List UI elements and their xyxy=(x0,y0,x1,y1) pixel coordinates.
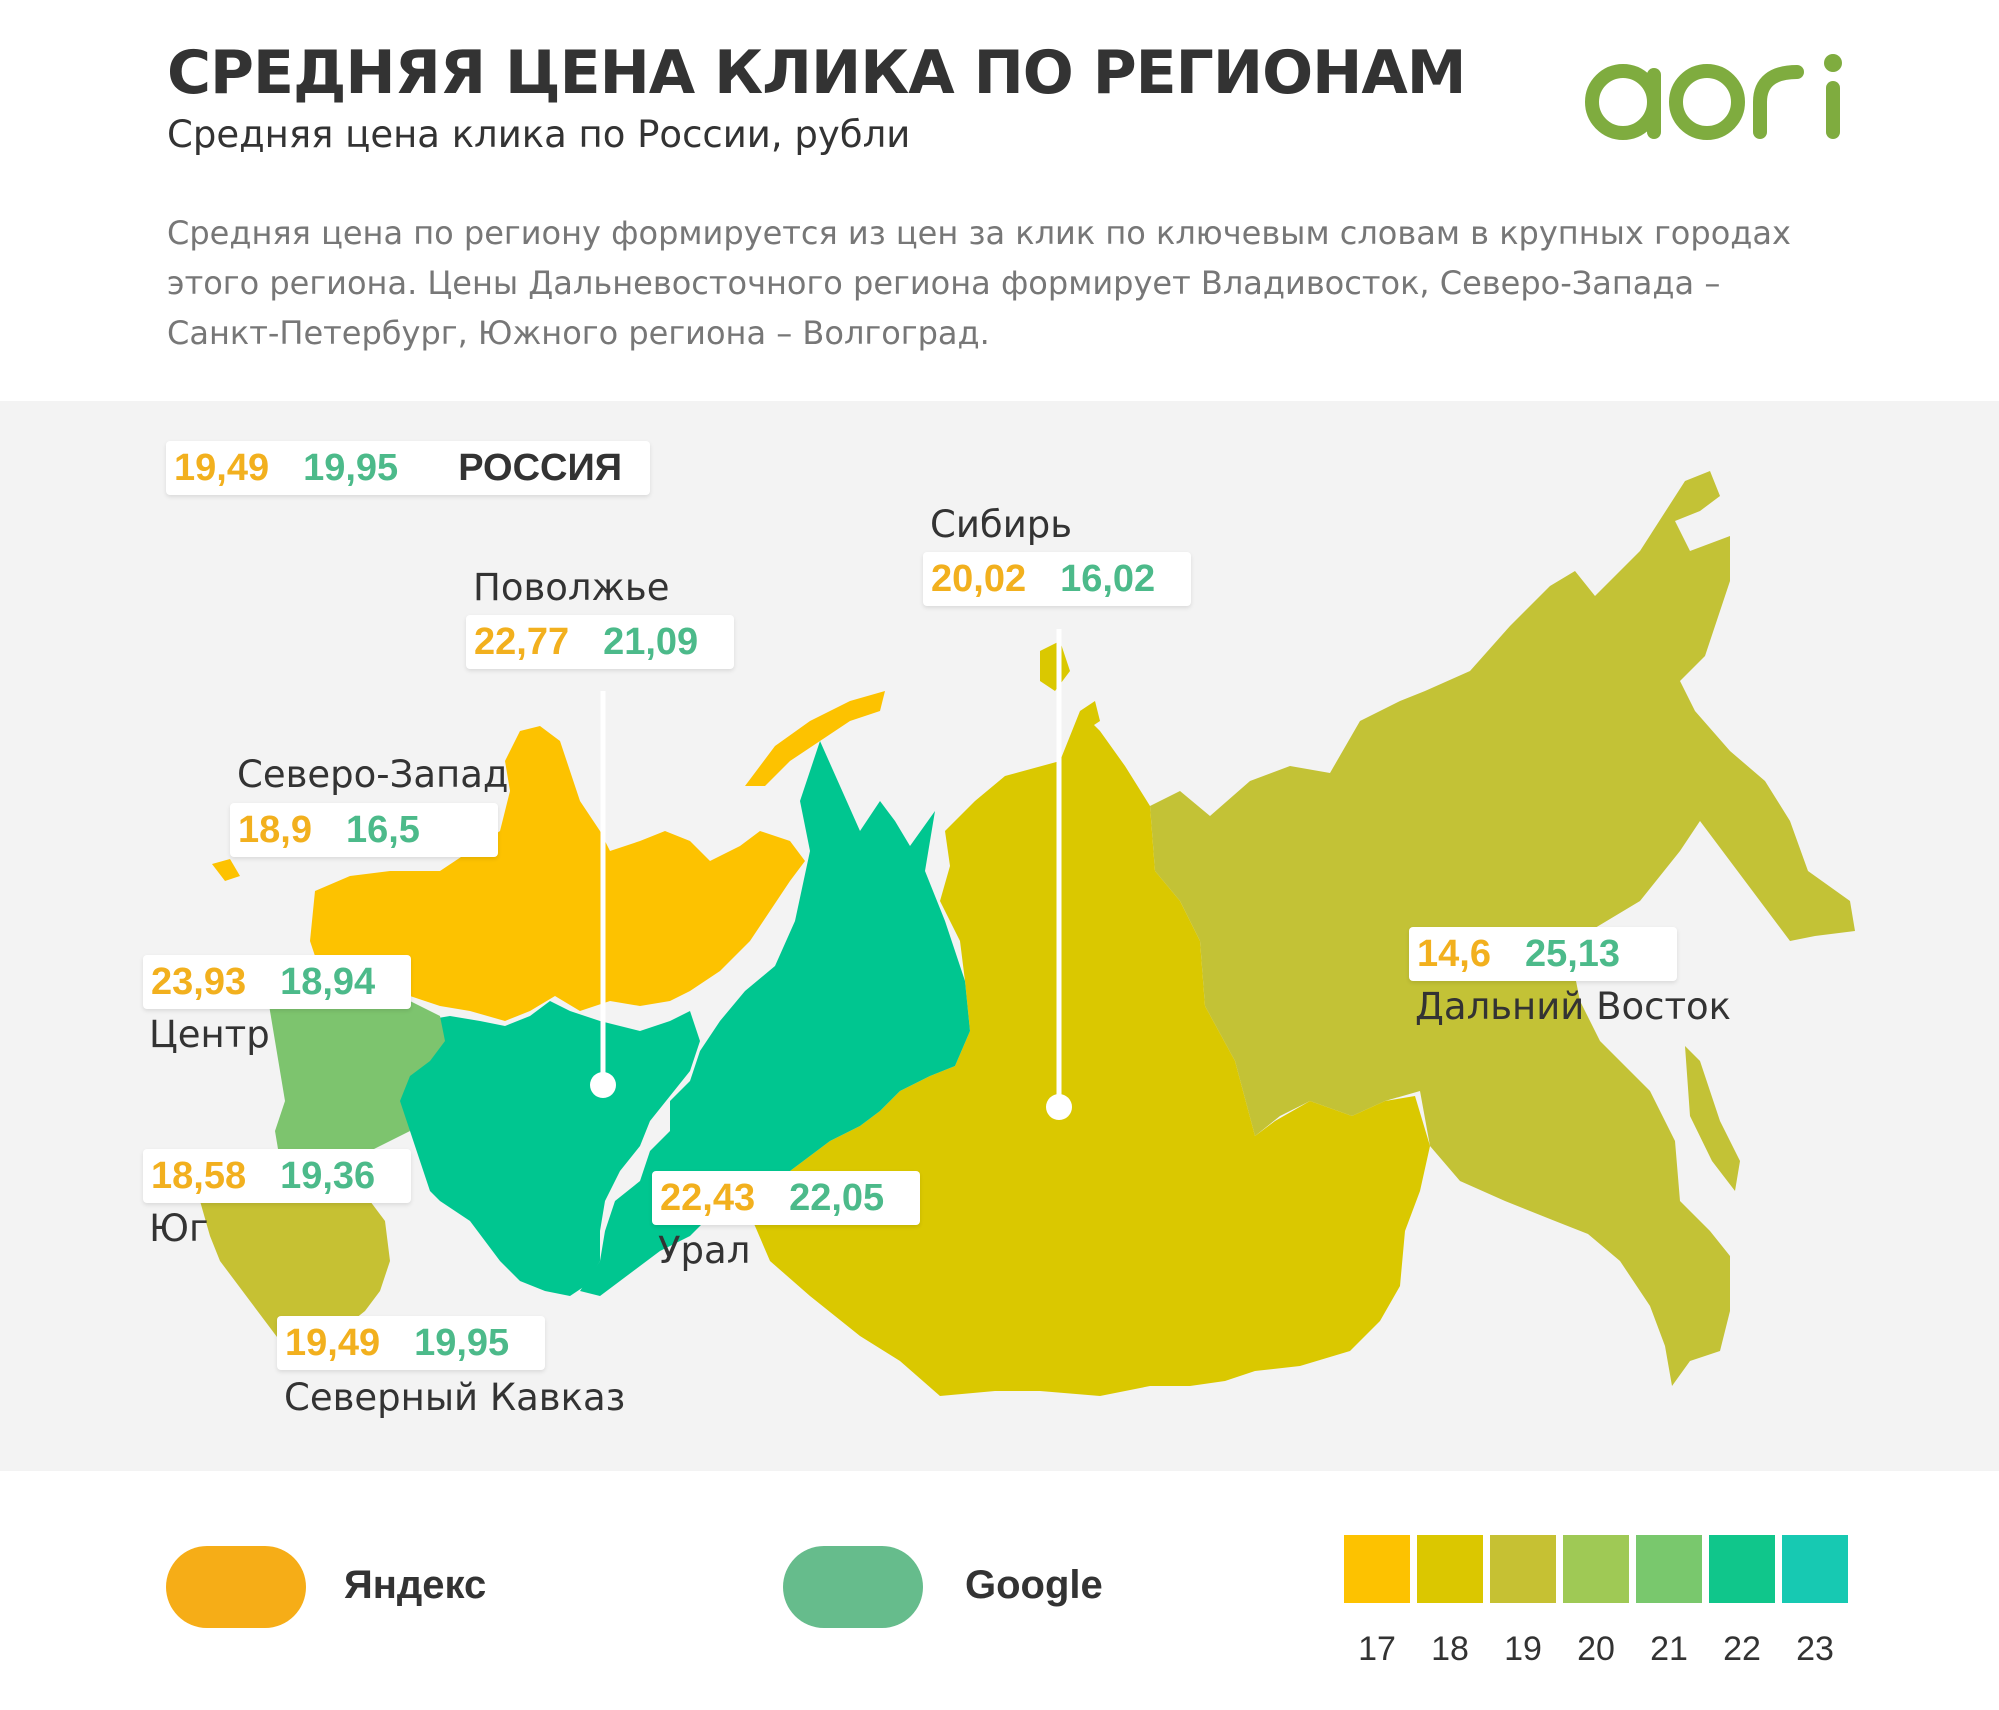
region-center-yandex: 23,93 xyxy=(151,960,247,1003)
region-volga-yandex: 22,77 xyxy=(474,620,570,663)
aori-logo xyxy=(1585,54,1842,140)
region-volga-google: 21,09 xyxy=(603,620,699,663)
scale-label: 20 xyxy=(1577,1630,1615,1668)
region-south-google: 19,36 xyxy=(280,1154,376,1197)
region-volga-label: Поволжье xyxy=(473,566,670,609)
island-shape xyxy=(1040,641,1070,691)
island-shape xyxy=(1555,706,1595,741)
region-fareast-card: 14,6 25,13 xyxy=(1409,927,1677,981)
region-south-shape xyxy=(200,1186,390,1356)
region-siberia-label: Сибирь xyxy=(930,503,1073,546)
scale-swatch xyxy=(1636,1535,1702,1603)
region-volga-shape xyxy=(395,1001,700,1296)
region-siberia-yandex: 20,02 xyxy=(931,557,1027,600)
island-shape xyxy=(1080,701,1100,731)
region-ural-label: Урал xyxy=(658,1229,751,1272)
description-line: Санкт-Петербург, Южного региона – Волгог… xyxy=(167,314,990,352)
region-ural-card: 22,43 22,05 xyxy=(652,1171,920,1225)
scale-swatch xyxy=(1782,1535,1848,1603)
region-south-yandex: 18,58 xyxy=(151,1154,247,1197)
russia-label: РОССИЯ xyxy=(458,446,623,489)
region-ural-yandex: 22,43 xyxy=(660,1176,756,1219)
page-title: СРЕДНЯЯ ЦЕНА КЛИКА ПО РЕГИОНАМ xyxy=(167,38,1466,108)
region-northwest-shape xyxy=(310,726,805,1021)
region-caucasus-google: 19,95 xyxy=(414,1321,510,1364)
region-novaya-zemlya-shape xyxy=(745,691,885,786)
scale-swatch xyxy=(1490,1535,1556,1603)
region-fareast-label: Дальний Восток xyxy=(1415,985,1731,1028)
scale-label: 18 xyxy=(1431,1630,1469,1668)
region-northwest-label: Северо-Запад xyxy=(237,753,509,796)
region-south-card: 18,58 19,36 xyxy=(143,1149,411,1203)
legend-yandex-swatch xyxy=(166,1546,306,1628)
region-volga-card: 22,77 21,09 xyxy=(466,615,734,669)
region-kaliningrad-shape xyxy=(212,859,240,881)
region-siberia-google: 16,02 xyxy=(1060,557,1156,600)
region-caucasus-label: Северный Кавказ xyxy=(284,1376,626,1419)
scale-label: 22 xyxy=(1723,1630,1761,1668)
region-ural-shape xyxy=(580,741,970,1296)
region-center-google: 18,94 xyxy=(280,960,376,1003)
region-center-label: Центр xyxy=(149,1013,270,1056)
description-line: Средняя цена по региону формируется из ц… xyxy=(167,214,1791,252)
volga-marker xyxy=(590,1072,616,1098)
scale-label: 23 xyxy=(1796,1630,1834,1668)
region-ural-google: 22,05 xyxy=(789,1176,885,1219)
description-line: этого региона. Цены Дальневосточного рег… xyxy=(167,264,1721,302)
region-fareast-yandex: 14,6 xyxy=(1417,932,1491,975)
legend-google-swatch xyxy=(783,1546,923,1628)
region-caucasus-card: 19,49 19,95 xyxy=(277,1316,545,1370)
siberia-marker xyxy=(1046,1094,1072,1120)
russia-google-value: 19,95 xyxy=(303,446,399,489)
scale-swatch xyxy=(1417,1535,1483,1603)
scale-swatch xyxy=(1709,1535,1775,1603)
scale-swatch xyxy=(1344,1535,1410,1603)
region-northwest-card: 18,9 16,5 xyxy=(230,803,498,857)
region-northwest-yandex: 18,9 xyxy=(238,808,312,851)
legend-yandex-label: Яндекс xyxy=(344,1563,487,1607)
region-fareast-google: 25,13 xyxy=(1524,932,1621,975)
region-center-card: 23,93 18,94 xyxy=(143,955,411,1009)
russia-yandex-value: 19,49 xyxy=(174,446,270,489)
region-south-label: Юг xyxy=(149,1207,209,1250)
scale-label: 19 xyxy=(1504,1630,1542,1668)
region-northwest-google: 16,5 xyxy=(345,808,420,851)
scale-label: 17 xyxy=(1358,1630,1396,1668)
region-caucasus-yandex: 19,49 xyxy=(285,1321,381,1364)
scale-swatch xyxy=(1563,1535,1629,1603)
legend-google-label: Google xyxy=(965,1563,1103,1607)
region-siberia-card: 20,02 16,02 xyxy=(923,552,1191,606)
page-subtitle: Средняя цена клика по России, рубли xyxy=(167,113,911,156)
russia-card: 19,49 19,95 РОССИЯ xyxy=(166,441,650,495)
region-center-shape xyxy=(265,976,445,1181)
region-sakhalin-shape xyxy=(1685,1046,1740,1191)
description: Средняя цена по региону формируется из ц… xyxy=(167,208,1867,358)
scale-label: 21 xyxy=(1650,1630,1688,1668)
